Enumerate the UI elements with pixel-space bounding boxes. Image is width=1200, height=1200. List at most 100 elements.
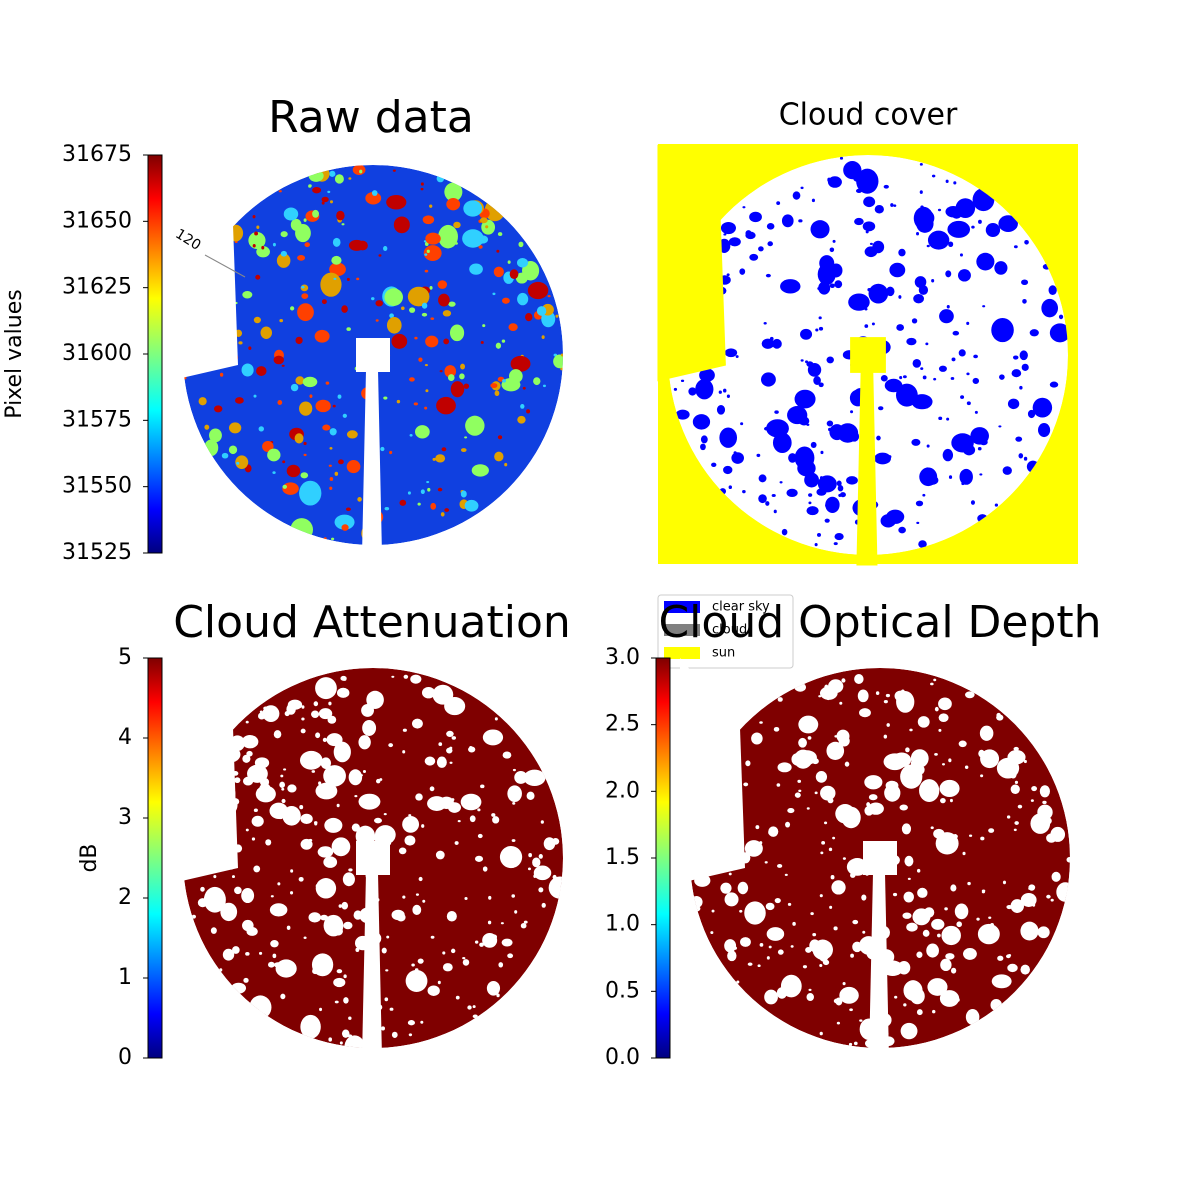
- cloud-blob: [934, 706, 939, 712]
- cloud-blob: [988, 916, 992, 919]
- cloud-blob: [277, 399, 283, 405]
- cloud-blob: [398, 847, 407, 855]
- cloud-blob: [334, 174, 344, 184]
- cloud-blob: [806, 361, 814, 367]
- cloud-blob: [348, 239, 365, 251]
- cloud-blob: [261, 245, 265, 250]
- cloud-blob: [812, 932, 817, 937]
- cloud-blob: [815, 223, 823, 230]
- cloud-blob: [819, 894, 823, 898]
- cloud-blob: [1020, 921, 1039, 941]
- cloud-blob: [444, 697, 466, 716]
- cloud-blob: [346, 327, 351, 331]
- cloud-blob: [281, 798, 286, 804]
- legend-swatch: [664, 601, 700, 613]
- cloud-blob: [357, 497, 362, 502]
- cloud-blob: [948, 241, 954, 248]
- cloud-blob: [880, 375, 888, 382]
- cloud-blob: [826, 420, 834, 427]
- cloud-blob: [1042, 800, 1047, 805]
- cloud-blob: [376, 778, 381, 784]
- cloud-blob: [282, 484, 288, 489]
- cloud-blob: [280, 250, 287, 257]
- cloud-blob: [333, 977, 346, 988]
- cloud-blob: [248, 346, 252, 350]
- cloud-blob: [917, 716, 930, 728]
- cloud-blob: [337, 394, 342, 399]
- cloud-blob: [864, 775, 883, 790]
- cloud-blob: [446, 911, 457, 922]
- cloud-blob: [253, 808, 258, 813]
- cloud-blob: [555, 314, 559, 318]
- cloud-blob: [918, 285, 929, 295]
- cloud-blob: [959, 468, 973, 485]
- cloud-blob: [819, 964, 823, 967]
- cloud-blob: [1066, 856, 1070, 863]
- cloud-blob: [448, 799, 452, 803]
- cloud-blob: [874, 452, 891, 465]
- cloud-blob: [841, 806, 861, 829]
- cloud-blob: [764, 989, 778, 1005]
- cloud-blob: [746, 943, 750, 946]
- cloud-blob: [482, 729, 504, 746]
- cloud-blob: [320, 757, 332, 769]
- colorbar-tick-label: 2.5: [605, 712, 640, 737]
- cloud-blob: [324, 817, 343, 833]
- cloud-blob: [289, 891, 294, 895]
- cloud-blob: [252, 243, 256, 248]
- cloud-blob: [723, 465, 733, 475]
- cloud-blob: [680, 379, 685, 383]
- cloud-blob: [690, 896, 703, 909]
- cloud-blob: [245, 720, 249, 724]
- cloud-blob: [946, 305, 950, 309]
- cloud-blob: [333, 277, 337, 280]
- cloud-blob: [914, 276, 927, 288]
- cloud-blob: [278, 190, 282, 193]
- cloud-blob: [336, 210, 345, 221]
- cloud-blob: [972, 377, 980, 384]
- cloud-blob: [817, 475, 837, 493]
- cloud-blob: [430, 317, 435, 320]
- cloud-blob: [751, 732, 763, 745]
- cloud-blob: [949, 798, 953, 803]
- cloud-blob: [836, 1021, 841, 1025]
- cloud-blob: [728, 485, 732, 490]
- cloud-blob: [518, 241, 524, 248]
- cloud-blob: [771, 494, 776, 497]
- cloud-blob: [543, 837, 556, 851]
- cloud-blob: [817, 287, 821, 290]
- cloud-blob: [540, 820, 544, 824]
- cloud-blob: [702, 391, 709, 396]
- cloud-blob: [424, 406, 428, 410]
- colorbar-tick-label: 31625: [62, 275, 132, 300]
- cloud-blob: [727, 950, 737, 962]
- cloud-blob: [308, 912, 321, 923]
- cloud-blob: [884, 378, 903, 393]
- cloud-blob: [945, 270, 952, 278]
- cloud-blob: [219, 372, 224, 377]
- cloud-blob: [323, 765, 346, 787]
- cloud-blob: [926, 943, 939, 958]
- cloud-blob: [950, 967, 957, 974]
- cloud-blob: [341, 524, 349, 531]
- cloud-blob: [304, 242, 310, 248]
- cloud-blob: [868, 794, 878, 801]
- cloud-blob: [409, 433, 413, 437]
- cloud-blob: [328, 701, 332, 706]
- cloud-blob: [941, 763, 945, 766]
- cloud-blob: [854, 217, 864, 226]
- cloud-blob: [882, 960, 904, 976]
- cloud-blob: [211, 900, 220, 907]
- cloud-blob: [322, 424, 331, 431]
- cloud-blob: [833, 542, 838, 546]
- cloud-blob: [792, 191, 801, 200]
- cloud-blob: [1021, 279, 1029, 286]
- cloud-blob: [939, 990, 960, 1007]
- cloud-blob: [927, 230, 950, 250]
- cloud-blob: [967, 881, 971, 886]
- cloud-blob: [927, 978, 948, 996]
- cloud-blob: [415, 893, 419, 896]
- cloud-blob: [842, 990, 851, 997]
- cloud-blob: [931, 174, 936, 178]
